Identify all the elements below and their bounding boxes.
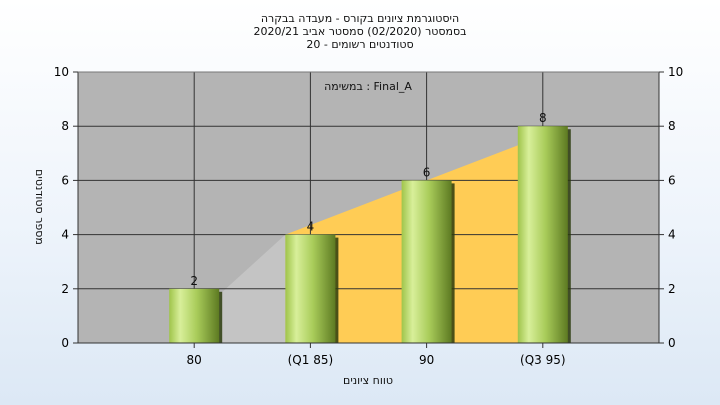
y-tick-label-left: 4 — [61, 228, 69, 242]
bar-value-label: 4 — [307, 220, 315, 234]
chart-title: היסטוגרמת ציונים בקורס - מעבדה בבקרה בסמ… — [253, 12, 466, 51]
y-axis-label: מספר סטודנטים — [33, 169, 46, 245]
x-tick-label: (Q1 85) — [288, 353, 334, 367]
y-tick-label-left: 8 — [61, 119, 69, 133]
task-annotation: במשימה : Final_A — [324, 80, 412, 93]
y-tick-label-right: 8 — [668, 119, 676, 133]
y-tick-label-left: 10 — [54, 65, 69, 79]
bar-value-label: 2 — [190, 274, 198, 288]
y-tick-label-right: 2 — [668, 282, 676, 296]
x-tick-label: 90 — [419, 353, 434, 367]
bar-value-label: 6 — [423, 165, 431, 179]
y-tick-label-right: 10 — [668, 65, 683, 79]
y-tick-label-left: 6 — [61, 173, 69, 187]
bar — [401, 180, 452, 343]
y-tick-label-right: 6 — [668, 173, 676, 187]
y-tick-label-right: 4 — [668, 228, 676, 242]
x-axis: 80 (Q1 85) 90 (Q3 95) — [187, 343, 566, 367]
x-tick-label: (Q3 95) — [520, 353, 566, 367]
y-axis-right: 0 2 4 6 8 10 — [659, 65, 683, 350]
y-tick-label-left: 2 — [61, 282, 69, 296]
y-tick-label-right: 0 — [668, 336, 676, 350]
title-line-3: סטודנטים רשומים - 20 — [306, 38, 413, 51]
bar — [517, 126, 568, 343]
bar-value-label: 8 — [539, 111, 547, 125]
title-line-2: בסמסטר (02/2020) סמסטר אביב 2020/21 — [253, 25, 466, 38]
bars: 2 4 6 8 — [169, 111, 571, 343]
title-line-1: היסטוגרמת ציונים בקורס - מעבדה בבקרה — [261, 12, 459, 25]
x-axis-label: טווח ציונים — [343, 374, 393, 387]
bar — [169, 288, 220, 343]
y-tick-label-left: 0 — [61, 336, 69, 350]
y-axis-left: 0 2 4 6 8 10 — [54, 65, 78, 350]
bar — [285, 234, 336, 343]
x-tick-label: 80 — [187, 353, 202, 367]
